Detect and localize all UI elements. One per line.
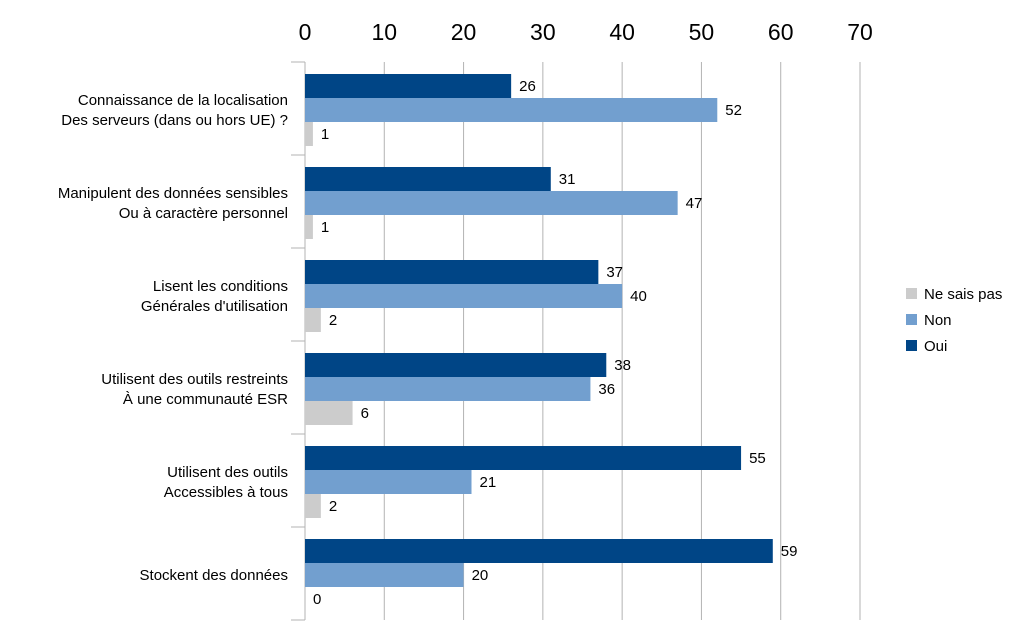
gridlines xyxy=(291,61,861,621)
category-label: Utilisent des outils restreints xyxy=(101,371,288,388)
data-label: 2 xyxy=(329,312,337,329)
bar-ne-sais-pas xyxy=(305,215,313,239)
data-label: 1 xyxy=(321,126,329,143)
data-label: 52 xyxy=(725,102,742,119)
category-label: Ou à caractère personnel xyxy=(119,205,288,222)
data-label: 38 xyxy=(614,357,631,374)
bar-oui xyxy=(305,353,607,377)
data-label: 0 xyxy=(313,591,321,608)
category-label: Des serveurs (dans ou hors UE) ? xyxy=(61,112,288,129)
x-tick-label: 50 xyxy=(689,19,715,45)
category-label: Connaissance de la localisation xyxy=(78,92,288,109)
data-label: 40 xyxy=(630,288,647,305)
data-labels: 26 52 1 31 47 1 37 40 2 38 36 6 55 21 2 59 20 0 xyxy=(313,78,797,608)
x-tick-label: 0 xyxy=(299,19,312,45)
category-label: Générales d'utilisation xyxy=(141,298,288,315)
category-label: Utilisent des outils xyxy=(167,464,288,481)
category-label: Manipulent des données sensibles xyxy=(58,185,288,202)
bar-ne-sais-pas xyxy=(305,308,321,332)
x-tick-label: 60 xyxy=(768,19,794,45)
bar-ne-sais-pas xyxy=(305,494,321,518)
data-label: 2 xyxy=(329,498,337,515)
data-label: 59 xyxy=(781,543,798,560)
bars xyxy=(305,74,773,587)
bar-non xyxy=(305,563,464,587)
legend: Ne sais pas Non Oui xyxy=(906,286,1002,355)
data-label: 26 xyxy=(519,78,536,95)
legend-label: Oui xyxy=(924,338,947,355)
bar-ne-sais-pas xyxy=(305,401,353,425)
category-labels: Connaissance de la localisation Des serve… xyxy=(58,92,288,584)
data-label: 37 xyxy=(606,264,623,281)
bar-non xyxy=(305,98,718,122)
legend-swatch xyxy=(906,340,917,351)
data-label: 47 xyxy=(686,195,703,212)
data-label: 6 xyxy=(361,405,369,422)
legend-swatch xyxy=(906,314,917,325)
bar-non xyxy=(305,377,591,401)
bar-non xyxy=(305,470,472,494)
legend-label: Non xyxy=(924,312,952,329)
bar-oui xyxy=(305,167,551,191)
category-label: Accessibles à tous xyxy=(164,484,288,501)
data-label: 55 xyxy=(749,450,766,467)
legend-label: Ne sais pas xyxy=(924,286,1002,303)
data-label: 1 xyxy=(321,219,329,236)
category-label: Stockent des données xyxy=(140,567,288,584)
data-label: 21 xyxy=(480,474,497,491)
category-label: À une communauté ESR xyxy=(123,391,288,408)
data-label: 36 xyxy=(598,381,615,398)
x-tick-label: 10 xyxy=(371,19,397,45)
bar-oui xyxy=(305,539,773,563)
x-tick-label: 70 xyxy=(847,19,873,45)
bar-oui xyxy=(305,260,599,284)
bar-oui xyxy=(305,74,512,98)
data-label: 31 xyxy=(559,171,576,188)
x-tick-label: 30 xyxy=(530,19,556,45)
bar-non xyxy=(305,191,678,215)
x-tick-label: 20 xyxy=(451,19,477,45)
bar-oui xyxy=(305,446,742,470)
x-axis-ticks: 0 10 20 30 40 50 60 70 xyxy=(299,19,873,45)
legend-swatch xyxy=(906,288,917,299)
category-label: Lisent les conditions xyxy=(153,278,288,295)
x-tick-label: 40 xyxy=(609,19,635,45)
bar-non xyxy=(305,284,623,308)
bar-ne-sais-pas xyxy=(305,122,313,146)
data-label: 20 xyxy=(472,567,489,584)
